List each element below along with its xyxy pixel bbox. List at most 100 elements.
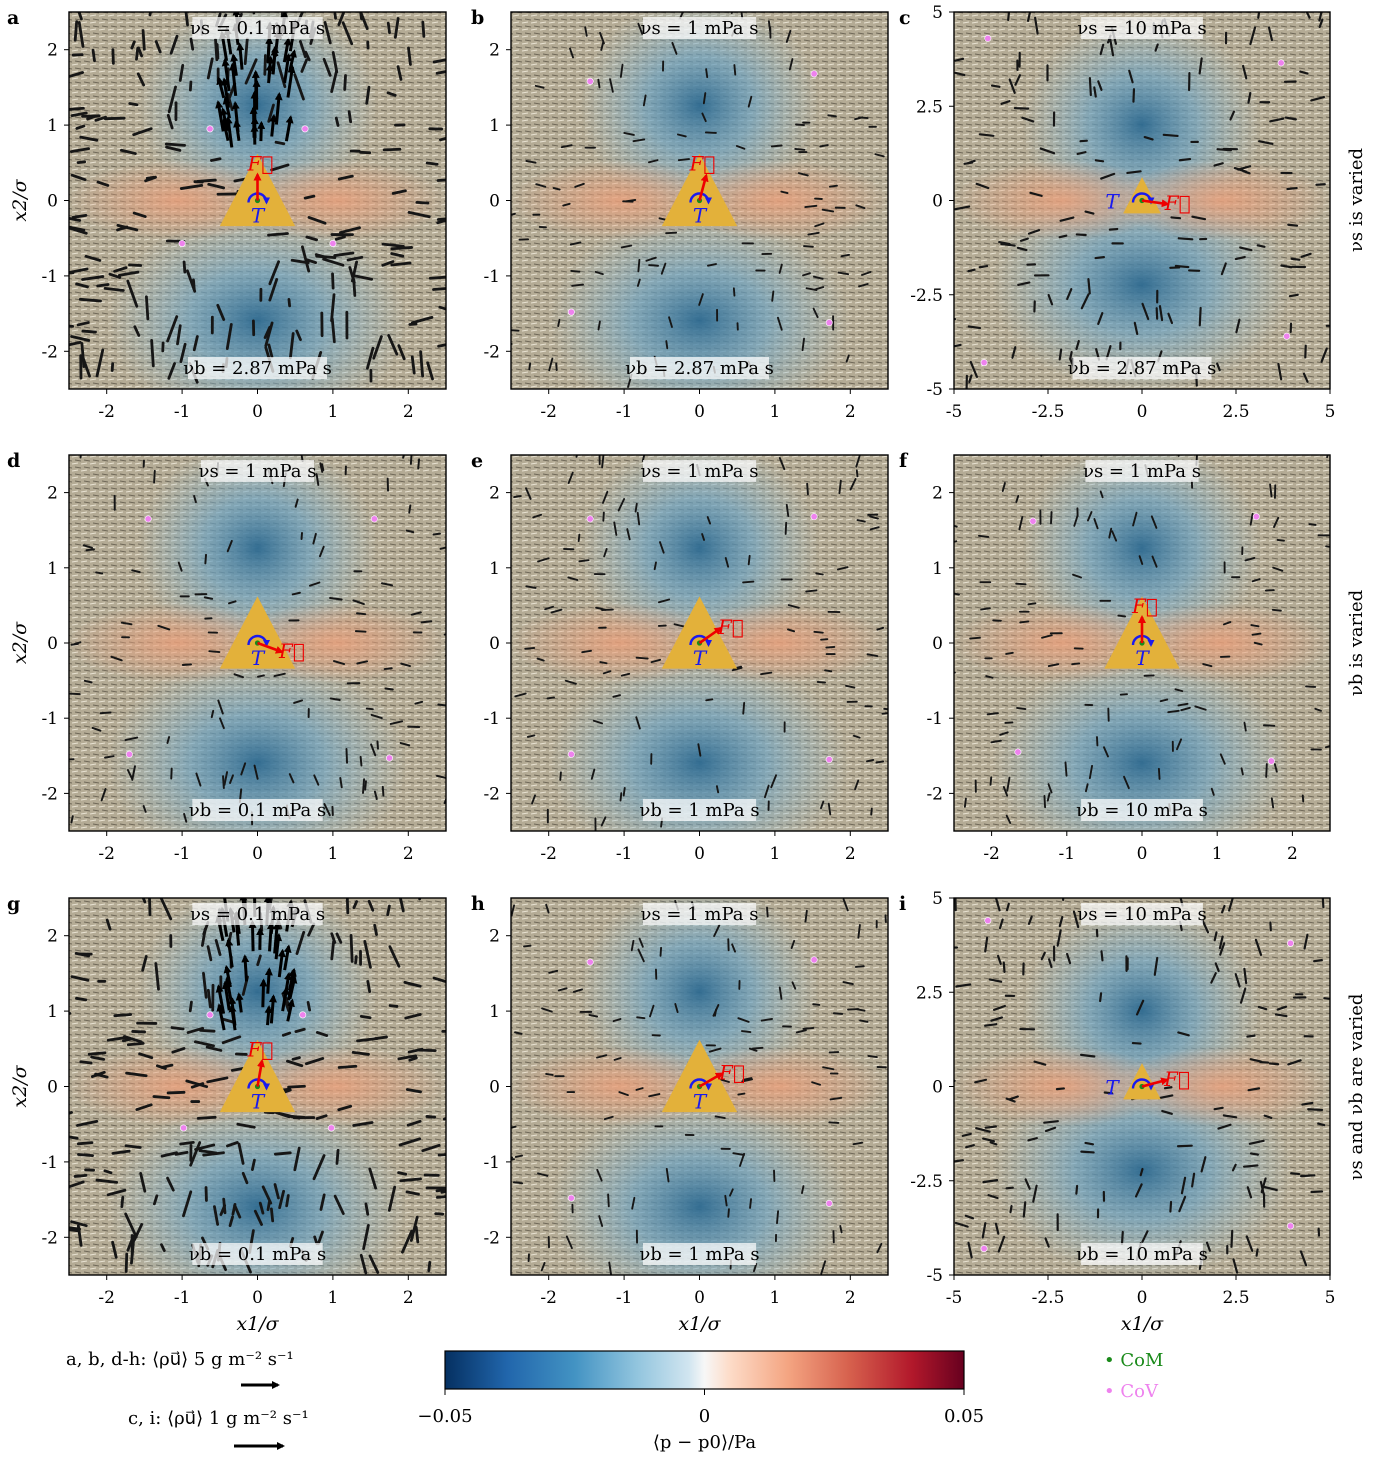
flux-arrow bbox=[1008, 78, 1016, 94]
top-viscosity-label: νs = 1 mPa s bbox=[641, 18, 759, 39]
flux-arrow bbox=[747, 95, 753, 108]
jet-arrow bbox=[229, 62, 238, 97]
flux-arrow bbox=[569, 241, 582, 246]
flux-arrow bbox=[348, 266, 356, 284]
y-tick-label: 1 bbox=[489, 1002, 500, 1022]
flux-arrow bbox=[159, 898, 173, 921]
flux-arrow bbox=[1218, 935, 1224, 950]
bottom-viscosity-label: νb = 10 mPa s bbox=[1076, 1244, 1208, 1265]
flux-arrow bbox=[316, 1230, 324, 1246]
flux-arrow bbox=[399, 1177, 422, 1183]
panel-b: F⃗ Tνs = 1 mPa s νb = 2.87 mPa s -2 -1 0 1 2 2 1 0… bbox=[471, 7, 889, 422]
flux-arrow bbox=[659, 541, 665, 554]
flux-arrow bbox=[1177, 237, 1194, 241]
x-tick-label: -2 bbox=[98, 844, 115, 864]
flux-arrow bbox=[319, 1193, 326, 1211]
flux-arrow bbox=[167, 362, 176, 380]
flux-arrow bbox=[91, 48, 96, 63]
flux-arrow bbox=[1066, 952, 1072, 965]
flux-arrow bbox=[1268, 1062, 1280, 1066]
flux-arrow bbox=[77, 21, 85, 48]
jet-arrow bbox=[286, 998, 295, 1022]
cov-point bbox=[586, 515, 594, 523]
flux-arrow bbox=[1245, 1235, 1254, 1253]
flux-arrow bbox=[1043, 794, 1047, 809]
flux-arrow bbox=[608, 1261, 612, 1275]
flux-arrow bbox=[1305, 685, 1317, 688]
jet-arrow bbox=[284, 115, 294, 142]
flux-arrow bbox=[524, 646, 536, 650]
cov-point bbox=[329, 239, 337, 247]
flux-arrow bbox=[514, 1031, 523, 1035]
torque-arrow bbox=[689, 634, 712, 647]
flux-arrow bbox=[677, 158, 690, 162]
flux-arrow bbox=[1258, 140, 1274, 145]
flux-arrow bbox=[1302, 372, 1309, 383]
flux-arrow bbox=[804, 909, 808, 923]
flux-arrow bbox=[856, 519, 866, 523]
flux-arrow bbox=[300, 58, 309, 73]
flux-arrow bbox=[1239, 246, 1253, 252]
panel-letter: g bbox=[7, 893, 20, 915]
flux-arrow bbox=[1084, 783, 1089, 793]
flux-arrow bbox=[131, 1030, 147, 1034]
flux-arrow bbox=[419, 350, 425, 378]
flux-arrow bbox=[383, 667, 393, 671]
flux-arrow bbox=[131, 569, 141, 574]
flux-arrow bbox=[391, 189, 407, 195]
flux-arrow bbox=[131, 765, 136, 781]
flux-arrow bbox=[96, 180, 110, 187]
flux-arrow bbox=[366, 346, 375, 370]
flux-arrow bbox=[1034, 16, 1039, 35]
jet-arrow bbox=[270, 47, 279, 75]
flux-arrow bbox=[229, 774, 234, 784]
flux-arrow bbox=[1143, 135, 1154, 141]
flux-arrow bbox=[315, 1031, 329, 1037]
flux-arrow bbox=[103, 1169, 113, 1175]
flux-arrow bbox=[356, 660, 369, 665]
flux-arrow bbox=[145, 295, 150, 321]
bottom-viscosity-label-box bbox=[630, 357, 769, 379]
flux-arrow bbox=[193, 494, 197, 504]
flux-arrow bbox=[724, 557, 730, 568]
flux-arrow bbox=[635, 656, 649, 660]
flux-arrow bbox=[876, 626, 885, 631]
flux-arrow bbox=[645, 256, 657, 262]
flux-arrow bbox=[308, 581, 321, 587]
flux-arrow bbox=[305, 235, 318, 242]
flux-arrow bbox=[222, 1197, 227, 1215]
flux-arrow bbox=[1079, 139, 1088, 143]
bottom-viscosity-label-box bbox=[192, 799, 323, 821]
flux-arrow bbox=[724, 1194, 728, 1207]
flux-arrow bbox=[679, 12, 684, 19]
flux-arrow bbox=[87, 1051, 107, 1056]
flux-arrow bbox=[1117, 614, 1127, 618]
flux-arrow bbox=[622, 786, 626, 797]
flux-arrow bbox=[174, 1150, 189, 1156]
x-tick-label: 0 bbox=[252, 844, 263, 864]
flux-arrow bbox=[1246, 1034, 1256, 1038]
flux-arrow bbox=[90, 1055, 106, 1061]
flux-arrow bbox=[1157, 767, 1161, 780]
y-tick-label: 0 bbox=[489, 634, 500, 654]
flux-arrow bbox=[352, 1121, 374, 1127]
flux-arrow bbox=[1132, 511, 1138, 527]
flux-arrow bbox=[126, 1234, 135, 1252]
flux-arrow bbox=[76, 321, 90, 327]
flux-arrow bbox=[1249, 1152, 1259, 1156]
flux-arrow bbox=[1064, 761, 1068, 777]
flux-arrow bbox=[1128, 69, 1134, 84]
flux-arrow bbox=[253, 1209, 263, 1226]
flux-arrow bbox=[1088, 764, 1094, 780]
flux-arrow bbox=[1314, 707, 1322, 712]
flux-arrow bbox=[776, 1210, 780, 1225]
flux-arrow bbox=[978, 264, 989, 269]
flux-arrow bbox=[226, 1141, 239, 1148]
flux-arrow bbox=[732, 287, 736, 297]
flux-arrow bbox=[1174, 688, 1184, 693]
flux-arrow bbox=[1001, 482, 1006, 492]
flux-arrow bbox=[1235, 318, 1241, 334]
flux-arrow bbox=[1299, 70, 1309, 75]
flux-arrow bbox=[142, 805, 147, 813]
flux-arrow bbox=[567, 471, 574, 484]
